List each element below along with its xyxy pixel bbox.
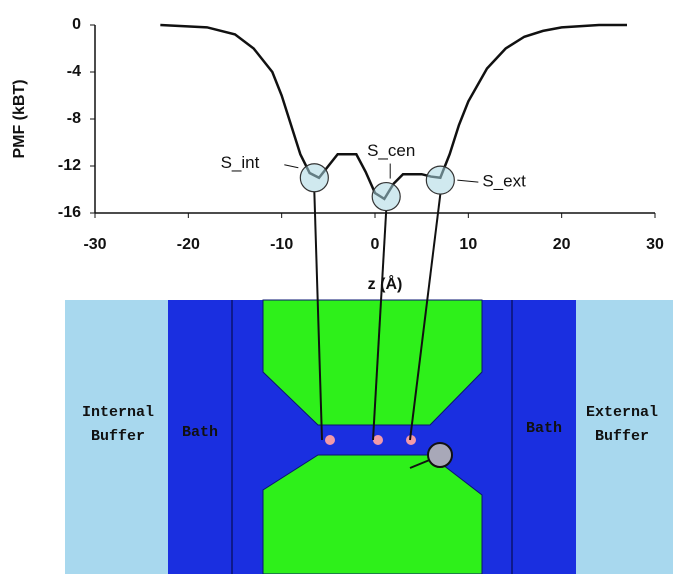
site-marker [372,183,400,211]
figure: Internal Buffer Bath Bath External Buffe… [0,0,673,574]
y-tick-label: -16 [58,204,81,221]
x-tick-label: 30 [646,236,664,253]
x-axis-label: z (Å) [368,274,403,293]
external-buffer-label: Buffer [595,428,649,445]
pmf-line [160,25,627,199]
y-tick-label: -4 [67,63,81,80]
ion [325,435,335,445]
internal-buffer-label: Internal [82,404,154,421]
site-arrow [457,180,478,182]
x-tick-label: 10 [459,236,477,253]
bath-label: Bath [182,424,218,441]
x-tick-label: -30 [83,236,106,253]
y-tick-label: -8 [67,110,81,127]
site-marker [300,164,328,192]
probe [428,443,452,467]
site-label: S_ext [482,172,526,191]
x-tick-label: 20 [553,236,571,253]
ion [373,435,383,445]
internal-buffer-label: Buffer [91,428,145,445]
site-label: S_int [221,153,260,172]
y-tick-label: 0 [72,16,81,33]
pore-diagram: Internal Buffer Bath Bath External Buffe… [65,300,673,574]
external-buffer-label: External [586,404,658,421]
protein-bottom [263,455,482,574]
x-tick-label: -10 [270,236,293,253]
x-tick-label: 0 [371,236,380,253]
site-arrow [284,165,298,168]
bath-label: Bath [526,420,562,437]
x-tick-label: -20 [177,236,200,253]
y-axis-label: PMF (kBT) [11,79,28,158]
y-tick-label: -12 [58,157,81,174]
site-label: S_cen [367,141,415,160]
site-marker [426,166,454,194]
